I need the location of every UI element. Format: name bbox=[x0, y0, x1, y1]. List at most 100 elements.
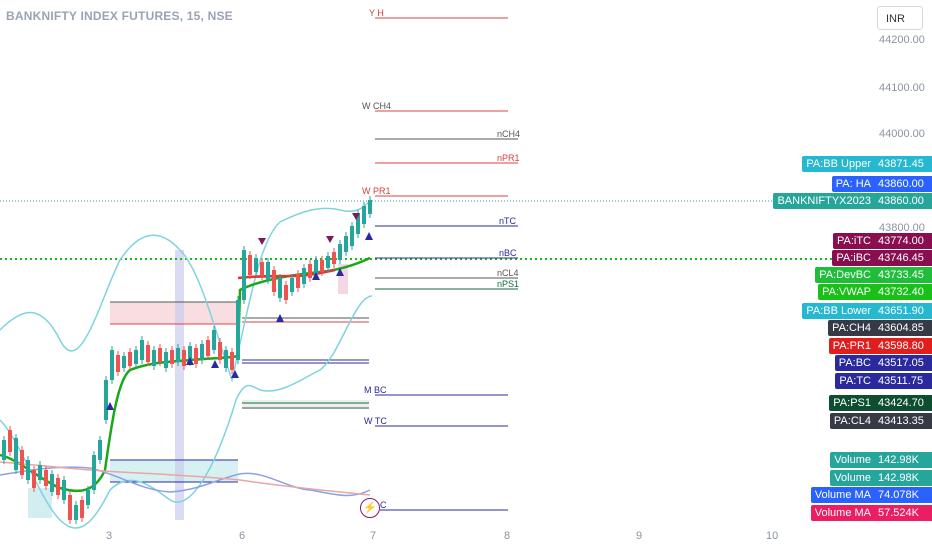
candle-body bbox=[230, 352, 234, 370]
currency-selector[interactable]: INR bbox=[877, 6, 923, 30]
time-tick: 7 bbox=[370, 530, 377, 542]
triangle-up-marker bbox=[312, 272, 320, 280]
pink-zone-right bbox=[338, 264, 348, 294]
triangle-down-marker bbox=[258, 238, 266, 245]
price-label-value: 43860.00 bbox=[874, 176, 932, 192]
price-label: BANKNIFTYX2023 43860.00 bbox=[0, 193, 932, 209]
ma-pink bbox=[0, 461, 371, 496]
price-label: Volume MA 57.524K bbox=[0, 505, 932, 521]
price-label: PA: HA 43860.00 bbox=[0, 176, 932, 192]
price-label-value: 57.524K bbox=[874, 505, 932, 521]
price-label: PA:DevBC 43733.45 bbox=[0, 267, 932, 283]
price-label: Volume 142.98K bbox=[0, 470, 932, 486]
candle-body bbox=[122, 356, 126, 368]
candle-body bbox=[98, 440, 102, 460]
candle-body bbox=[14, 438, 18, 470]
price-label-value: 43860.00 bbox=[874, 193, 932, 209]
triangle-down-marker bbox=[352, 213, 360, 220]
price-label: PA:VWAP 43732.40 bbox=[0, 284, 932, 300]
candle-body bbox=[176, 348, 180, 362]
price-label-name: PA:CL4 bbox=[829, 413, 875, 429]
triangle-up-marker bbox=[231, 370, 239, 378]
candle-body bbox=[290, 278, 294, 292]
price-label-value: 43604.85 bbox=[874, 320, 932, 336]
candle-body bbox=[8, 430, 12, 452]
triangle-up-marker bbox=[186, 357, 194, 365]
candle-body bbox=[116, 355, 120, 372]
price-label-name: Volume bbox=[830, 452, 875, 468]
price-label-value: 43413.35 bbox=[874, 413, 932, 429]
level-label-ntc: nTC bbox=[499, 216, 517, 226]
candle-body bbox=[194, 348, 198, 364]
candle-body bbox=[56, 478, 60, 495]
level-label-mbc: M BC bbox=[364, 385, 387, 395]
candle-body bbox=[206, 340, 210, 356]
price-label-name: PA:CH4 bbox=[828, 320, 875, 336]
price-label: PA:PS1 43424.70 bbox=[0, 395, 932, 411]
price-label-name: PA:iBC bbox=[832, 250, 875, 266]
triangle-up-marker bbox=[336, 268, 344, 276]
candle-body bbox=[2, 440, 6, 460]
price-label: PA:iTC 43774.00 bbox=[0, 233, 932, 249]
lightning-icon[interactable]: ⚡ bbox=[360, 498, 380, 518]
price-label-name: PA:BB Lower bbox=[802, 303, 875, 319]
candle-body bbox=[368, 200, 372, 214]
candle-body bbox=[74, 505, 78, 520]
price-label-value: 43732.40 bbox=[874, 284, 932, 300]
price-label: Volume 142.98K bbox=[0, 452, 932, 468]
candle-body bbox=[80, 500, 84, 518]
price-label: PA:BB Lower 43651.90 bbox=[0, 303, 932, 319]
level-label-yh: Y H bbox=[369, 8, 384, 18]
candle-body bbox=[68, 495, 72, 520]
candle-body bbox=[278, 278, 282, 298]
price-label-name: PA:DevBC bbox=[815, 267, 875, 283]
candle-body bbox=[188, 346, 192, 362]
candle-body bbox=[50, 474, 54, 492]
level-label-nps1: nPS1 bbox=[497, 279, 520, 289]
candle-body bbox=[356, 214, 360, 234]
triangle-up-marker bbox=[211, 360, 219, 368]
price-label-name: Volume MA bbox=[810, 487, 875, 503]
candle-body bbox=[86, 490, 90, 505]
candle-body bbox=[200, 344, 204, 360]
price-label-value: 43511.75 bbox=[874, 373, 932, 389]
price-label: PA:BB Upper 43871.45 bbox=[0, 156, 932, 172]
candle-body bbox=[314, 260, 318, 274]
red-line bbox=[237, 268, 336, 280]
price-label-value: 43746.45 bbox=[874, 250, 932, 266]
price-label-name: BANKNIFTYX2023 bbox=[773, 193, 875, 209]
candle-body bbox=[236, 300, 240, 360]
price-label-name: PA:PR1 bbox=[828, 338, 875, 354]
level-label-npr1: nPR1 bbox=[497, 153, 520, 163]
blue-band bbox=[175, 250, 184, 520]
candle-body bbox=[296, 274, 300, 288]
price-label-value: 43733.45 bbox=[874, 267, 932, 283]
candle-body bbox=[134, 350, 138, 364]
price-label-value: 43424.70 bbox=[874, 395, 932, 411]
candle-body bbox=[260, 262, 264, 276]
candle-body bbox=[32, 470, 36, 488]
pink-zone bbox=[110, 302, 238, 324]
candle-body bbox=[146, 345, 150, 362]
gray-zone bbox=[242, 400, 369, 409]
price-label-value: 74.078K bbox=[874, 487, 932, 503]
bb-lower bbox=[0, 295, 373, 529]
candle-body bbox=[362, 206, 366, 224]
triangle-up-marker bbox=[106, 402, 114, 410]
candle-body bbox=[104, 380, 108, 420]
triangle-up-marker bbox=[365, 232, 373, 240]
price-label-value: 43774.00 bbox=[874, 233, 932, 249]
price-label-name: Volume bbox=[830, 470, 875, 486]
candle-body bbox=[326, 256, 330, 268]
price-label: PA:CL4 43413.35 bbox=[0, 413, 932, 429]
price-label-value: 43871.45 bbox=[874, 156, 932, 172]
candle-body bbox=[44, 470, 48, 486]
price-label-name: PA:BC bbox=[834, 355, 875, 371]
candle-body bbox=[320, 260, 324, 272]
price-label-name: PA:iTC bbox=[832, 233, 875, 249]
candle-body bbox=[92, 455, 96, 490]
price-label-value: 142.98K bbox=[874, 470, 932, 486]
candle-body bbox=[266, 262, 270, 280]
price-tick: 43800.00 bbox=[879, 222, 925, 234]
